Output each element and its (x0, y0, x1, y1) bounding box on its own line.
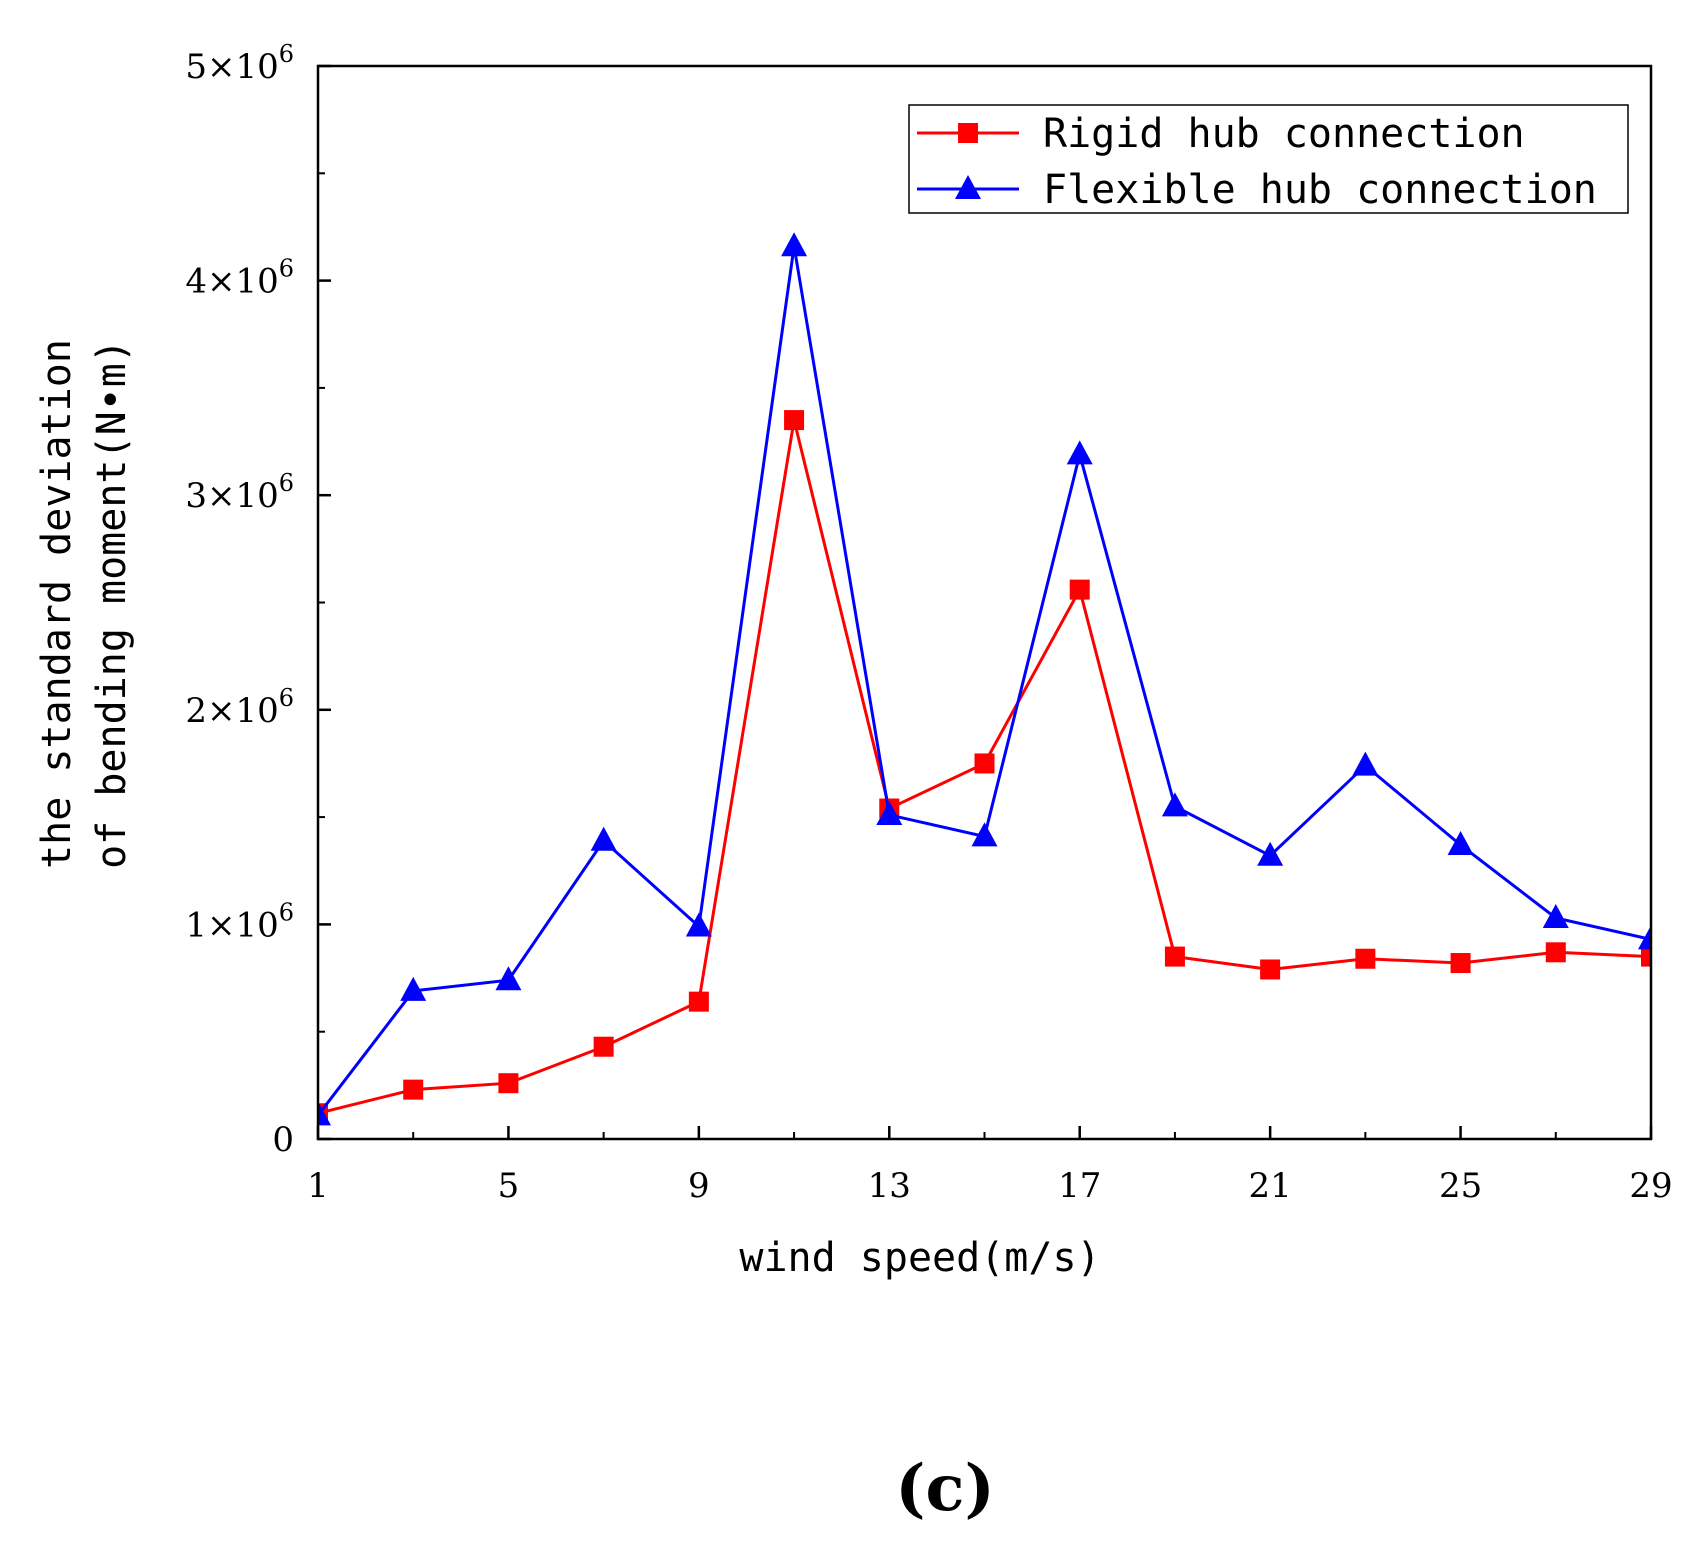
data-point (403, 1079, 424, 1100)
data-point (974, 753, 995, 774)
data-point (784, 410, 805, 431)
data-point (1352, 751, 1379, 776)
y-tick-exponent: 6 (279, 684, 294, 712)
y-tick-exponent: 6 (279, 40, 294, 68)
legend-label: Rigid hub connection (1043, 111, 1525, 157)
data-point (688, 991, 709, 1012)
panel-label: (c) (895, 1451, 995, 1526)
data-point (1641, 946, 1651, 967)
y-tick-exponent: 6 (279, 255, 294, 283)
data-point (781, 232, 808, 257)
data-point (1164, 946, 1185, 967)
legend-marker (958, 123, 978, 143)
y-tick-label: 1×106 (185, 898, 294, 945)
y-tick-label: 5×106 (185, 40, 294, 87)
data-point (971, 822, 998, 847)
y-tick-exponent: 6 (279, 898, 294, 926)
data-point (685, 912, 712, 937)
legend-box (908, 104, 1629, 214)
data-point (1542, 903, 1569, 928)
data-point (1161, 792, 1188, 817)
data-point (1638, 925, 1651, 950)
data-point (498, 1073, 519, 1094)
legend-marker (955, 175, 981, 199)
x-tick-label: 9 (688, 1166, 710, 1206)
x-tick-label: 17 (1058, 1166, 1101, 1206)
y-axis-title-line1: the standard deviation (34, 339, 80, 869)
y-tick-label: 3×106 (185, 469, 294, 516)
series-layer (318, 232, 1651, 1126)
legend-label: Flexible hub connection (1043, 167, 1597, 213)
x-axis-title: wind speed(m/s) (739, 1235, 1100, 1281)
series-rigid (318, 410, 1651, 1124)
data-point (400, 976, 427, 1001)
y-tick-label: 0 (272, 1120, 294, 1160)
data-point (1447, 830, 1474, 855)
x-tick-label: 29 (1629, 1166, 1672, 1206)
y-tick-exponent: 6 (279, 469, 294, 497)
x-tick-label: 1 (307, 1166, 329, 1206)
data-point (590, 826, 617, 851)
plot-area-frame (316, 64, 1653, 1141)
data-point (495, 966, 522, 991)
series-flexible (318, 232, 1651, 1126)
data-point (1450, 953, 1471, 974)
data-point (1355, 948, 1376, 969)
data-point (1260, 959, 1281, 980)
x-tick-label: 21 (1249, 1166, 1292, 1206)
y-tick-label: 2×106 (185, 684, 294, 731)
axis-ticks (316, 64, 1653, 1141)
legend: Rigid hub connection Flexible hub connect… (908, 104, 1629, 214)
data-point (1545, 942, 1566, 963)
tick-labels: 1 5 9 13 17 21 25 29 0 1×106 2×106 3×106 4×106 5×106 (185, 40, 1672, 1206)
x-tick-label: 13 (868, 1166, 911, 1206)
data-point (593, 1036, 614, 1057)
data-point (1257, 841, 1284, 866)
y-axis-title-line2: of bending moment(N•m) (89, 339, 135, 869)
data-point (318, 1101, 331, 1126)
data-point (876, 800, 903, 825)
data-point (1066, 440, 1093, 465)
y-tick-label: 4×106 (185, 255, 294, 302)
x-tick-label: 25 (1439, 1166, 1482, 1206)
data-point (1069, 579, 1090, 600)
x-tick-label: 5 (498, 1166, 520, 1206)
